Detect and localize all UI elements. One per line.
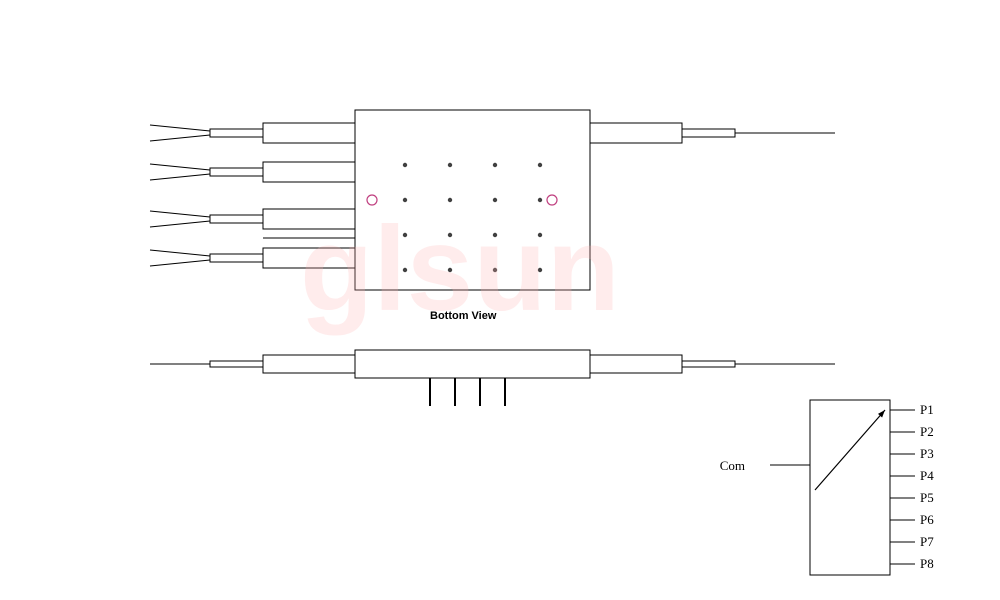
schematic: Com P1 P2 P3 P4 P5 P6 P7 P8: [720, 400, 935, 575]
svg-text:P8: P8: [920, 556, 934, 571]
svg-text:P1: P1: [920, 402, 934, 417]
svg-text:Com: Com: [720, 458, 745, 473]
svg-text:P2: P2: [920, 424, 934, 439]
svg-text:P6: P6: [920, 512, 934, 527]
bottom-view-label: Bottom View: [430, 310, 496, 322]
svg-text:P3: P3: [920, 446, 934, 461]
bottom-view: [150, 110, 835, 290]
svg-text:P7: P7: [920, 534, 934, 549]
svg-text:P5: P5: [920, 490, 934, 505]
svg-text:P4: P4: [920, 468, 934, 483]
side-view: [150, 350, 835, 406]
diagram-svg: Com P1 P2 P3 P4 P5 P6 P7 P8: [0, 0, 1000, 600]
